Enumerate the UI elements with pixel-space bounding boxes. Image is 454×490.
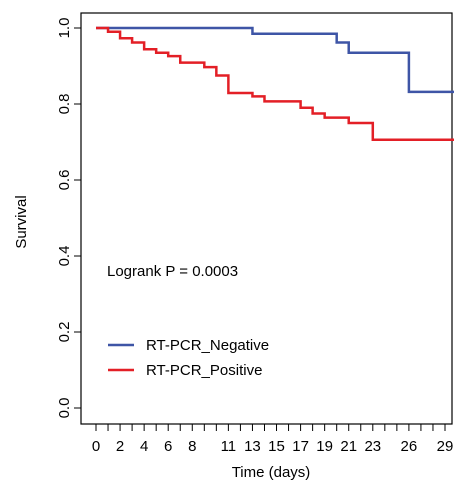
x-tick-label: 6 <box>164 438 172 455</box>
x-tick-label: 15 <box>268 438 285 455</box>
legend-label-positive: RT-PCR_Positive <box>146 362 262 379</box>
y-tick-label: 0.0 <box>56 398 73 419</box>
y-tick-label: 1.0 <box>56 18 73 39</box>
series-layer <box>96 26 454 141</box>
x-axis-title: Time (days) <box>232 464 311 481</box>
x-tick-label: 17 <box>292 438 309 455</box>
logrank-annotation: Logrank P = 0.0003 <box>107 263 238 280</box>
plot-frame <box>80 12 453 425</box>
legend-label-negative: RT-PCR_Negative <box>146 337 269 354</box>
x-tick-label: 13 <box>244 438 261 455</box>
x-tick-label: 11 <box>221 438 237 455</box>
x-axis: 0 2 4 6 8 11 13 15 17 19 21 23 26 29 <box>92 424 454 455</box>
series-line-positive <box>96 26 454 141</box>
x-tick-label: 26 <box>401 438 418 455</box>
x-tick-label: 19 <box>316 438 333 455</box>
x-tick-label: 29 <box>437 438 454 455</box>
y-tick-label: 0.2 <box>56 322 73 343</box>
x-tick-label: 2 <box>116 438 124 455</box>
x-tick-label: 23 <box>364 438 381 455</box>
legend: RT-PCR_Negative RT-PCR_Positive <box>108 337 269 379</box>
y-tick-label: 0.6 <box>56 170 73 191</box>
series-line-negative <box>96 26 454 94</box>
y-axis-title: Survival <box>13 195 30 248</box>
y-axis: 0.0 0.2 0.4 0.6 0.8 1.0 <box>56 18 81 419</box>
x-tick-label: 21 <box>340 438 357 455</box>
x-tick-label: 0 <box>92 438 100 455</box>
y-tick-label: 0.4 <box>56 246 73 267</box>
x-tick-label: 8 <box>188 438 196 455</box>
y-tick-label: 0.8 <box>56 94 73 115</box>
x-tick-label: 4 <box>140 438 148 455</box>
